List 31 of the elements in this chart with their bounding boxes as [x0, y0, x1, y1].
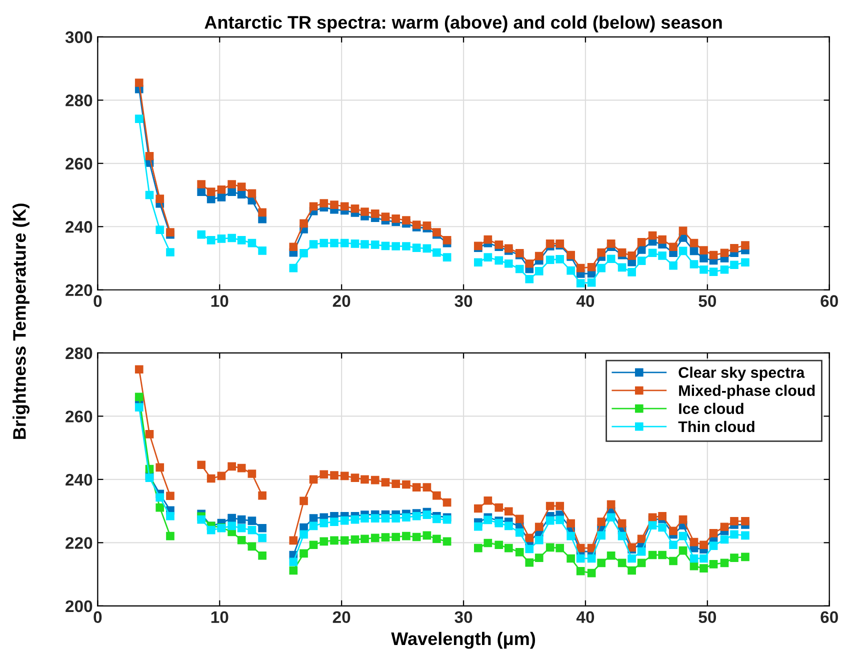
- x-tick-label: 50: [698, 295, 716, 307]
- y-tick-label: 200: [66, 600, 92, 612]
- y-axis-title: Brightness Temperature (K): [12, 204, 30, 439]
- y-tick-label: 280: [66, 347, 92, 360]
- y-tick-label: 240: [66, 221, 92, 233]
- chart-title: Antarctic TR spectra: warm (above) and cold (below) season: [204, 15, 722, 32]
- x-tick-label: 60: [820, 295, 838, 307]
- legend-label: Mixed-phase cloud: [679, 384, 815, 399]
- y-tick-label: 240: [66, 474, 92, 486]
- x-tick-label: 0: [94, 611, 102, 624]
- legend-label: Thin cloud: [678, 420, 754, 432]
- x-tick-label: 30: [454, 611, 472, 624]
- y-tick-label: 300: [65, 31, 92, 44]
- legend-label: Clear sky spectra: [678, 366, 805, 381]
- x-tick-label: 20: [332, 295, 350, 307]
- y-tick-label: 280: [66, 94, 92, 106]
- x-axis-title: Wavelength (μm): [391, 632, 536, 649]
- x-tick-label: 20: [332, 611, 350, 624]
- y-tick-label: 260: [66, 158, 92, 170]
- x-tick-label: 40: [576, 295, 594, 307]
- x-tick-label: 50: [698, 611, 716, 624]
- y-tick-label: 220: [66, 284, 92, 296]
- x-tick-label: 0: [94, 295, 102, 307]
- x-tick-label: 10: [211, 295, 228, 307]
- x-tick-label: 40: [576, 611, 594, 624]
- legend-label: Ice cloud: [679, 402, 744, 414]
- x-tick-label: 60: [820, 611, 838, 624]
- x-tick-label: 10: [211, 611, 228, 624]
- y-tick-label: 220: [66, 537, 92, 549]
- y-tick-label: 260: [66, 410, 92, 422]
- x-tick-label: 30: [454, 295, 472, 307]
